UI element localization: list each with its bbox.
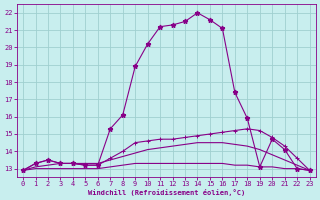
X-axis label: Windchill (Refroidissement éolien,°C): Windchill (Refroidissement éolien,°C) (88, 189, 245, 196)
